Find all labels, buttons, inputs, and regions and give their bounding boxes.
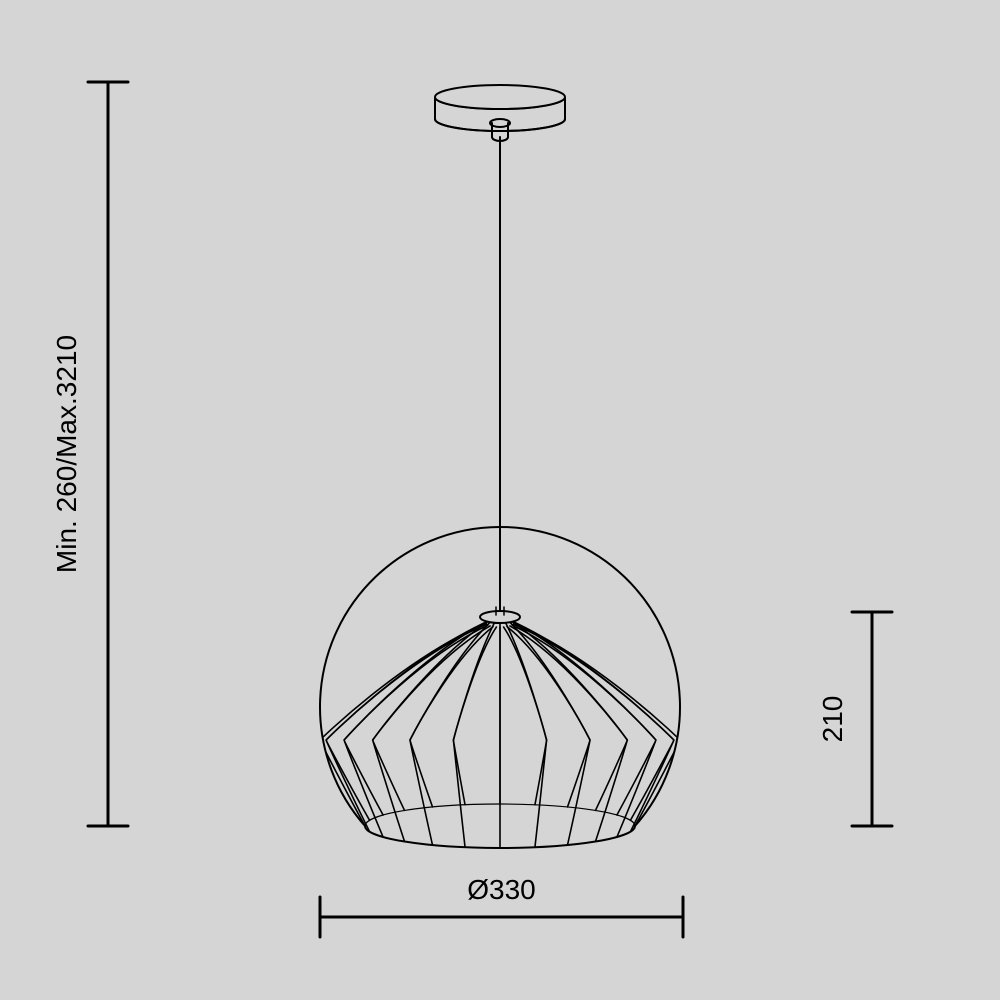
- shade-height-label: 210: [817, 696, 848, 743]
- pendant-lamp-diagram: Min. 260/Max.3210 210 Ø330: [0, 0, 1000, 1000]
- total-height-label: Min. 260/Max.3210: [51, 335, 82, 573]
- shade-diameter-label: Ø330: [467, 874, 536, 905]
